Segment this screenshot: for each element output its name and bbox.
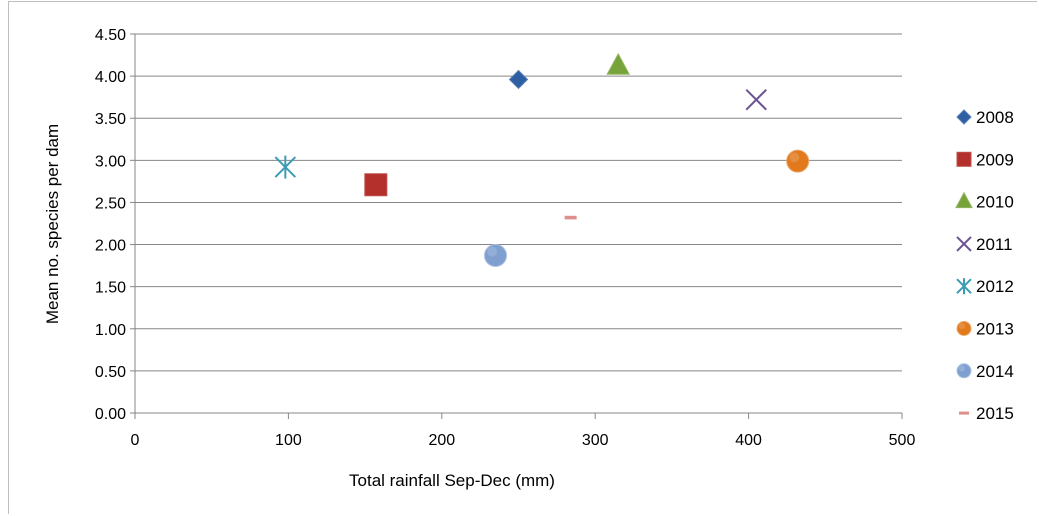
axes	[130, 33, 903, 419]
legend-label-2012: 2012	[976, 277, 1014, 296]
point-2009	[364, 173, 388, 197]
y-tick-label: 1.50	[95, 280, 126, 297]
point-2015	[564, 215, 577, 220]
point-2014	[483, 244, 507, 268]
x-tick-label: 400	[735, 432, 762, 449]
y-tick-label: 2.50	[95, 195, 126, 212]
tick-labels: 0.00 0.50 1.00 1.50 2.00 2.50 3.00 3.50 4.00 4.50…	[95, 27, 916, 449]
gridlines	[135, 33, 902, 372]
x-tick-label: 500	[889, 432, 916, 449]
legend-marker-2009	[956, 151, 972, 167]
legend: 2008 2009 2010 2011 2012 2013 2014 2015	[955, 108, 1014, 423]
legend-label-2013: 2013	[976, 320, 1014, 339]
legend-marker-2008	[956, 109, 972, 125]
x-tick-label: 300	[582, 432, 609, 449]
point-2008	[508, 69, 529, 90]
chart-frame	[8, 1, 1037, 514]
legend-label-2009: 2009	[976, 150, 1014, 169]
x-tick-label: 200	[428, 432, 455, 449]
legend-label-2014: 2014	[976, 362, 1014, 381]
y-tick-label: 4.50	[95, 27, 126, 44]
y-tick-label: 3.00	[95, 153, 126, 170]
data-points	[274, 52, 810, 268]
y-tick-label: 4.00	[95, 69, 126, 86]
x-tick-label: 0	[131, 432, 140, 449]
legend-label-2010: 2010	[976, 193, 1014, 212]
point-2012	[274, 155, 297, 179]
point-2013	[786, 149, 810, 173]
legend-marker-2011	[956, 236, 972, 252]
legend-marker-2013	[956, 321, 972, 336]
legend-label-2011: 2011	[976, 235, 1013, 254]
y-tick-label: 3.50	[95, 111, 126, 128]
legend-marker-2012	[956, 278, 972, 295]
legend-marker-2015	[959, 411, 969, 415]
legend-marker-2010	[955, 191, 973, 209]
point-2011	[745, 88, 767, 111]
y-tick-label: 0.00	[95, 406, 126, 423]
x-axis-title: Total rainfall Sep-Dec (mm)	[349, 471, 555, 490]
y-tick-label: 2.00	[95, 238, 126, 255]
y-tick-label: 0.50	[95, 364, 126, 381]
y-axis-title: Mean no. species per dam	[43, 124, 62, 324]
x-tick-label: 100	[275, 432, 302, 449]
legend-marker-2014	[956, 363, 972, 379]
point-2010	[606, 52, 631, 75]
y-tick-label: 1.00	[95, 322, 126, 339]
legend-label-2008: 2008	[976, 108, 1014, 127]
legend-label-2015: 2015	[976, 404, 1014, 423]
